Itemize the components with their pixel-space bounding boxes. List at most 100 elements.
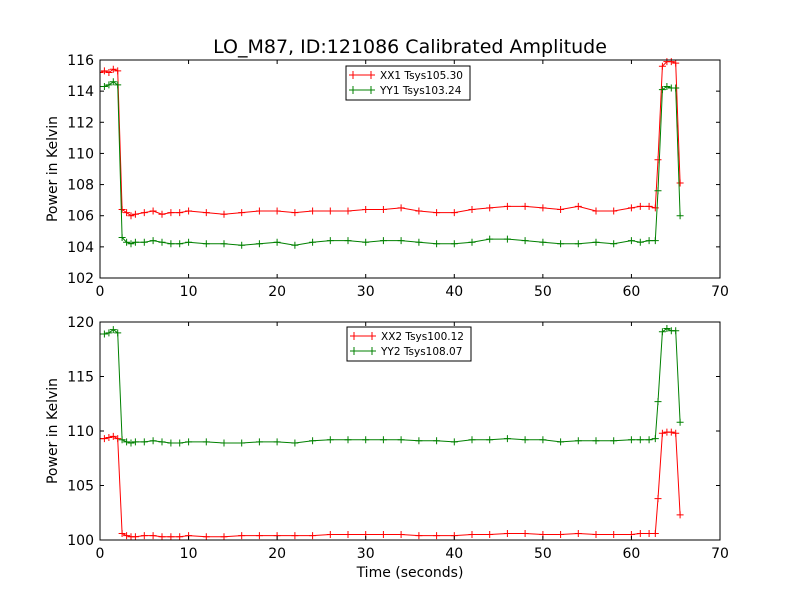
data-point: [663, 83, 671, 90]
data-point: [131, 238, 139, 246]
data-point: [592, 238, 600, 246]
data-point: [379, 436, 387, 444]
figure-title: LO_M87, ID:121086 Calibrated Amplitude: [213, 36, 607, 58]
data-point: [167, 209, 175, 217]
data-point: [167, 439, 175, 447]
data-point: [592, 531, 600, 538]
x-tick-label: 20: [268, 284, 286, 300]
data-point: [521, 530, 529, 537]
x-axis-label: Time (seconds): [356, 565, 464, 581]
legend-label: XX2 Tsys100.12: [381, 331, 464, 343]
data-point: [127, 212, 135, 220]
data-point: [672, 327, 680, 335]
legend-marker: [367, 86, 375, 94]
y-axis-label: Power in Kelvin: [45, 378, 61, 484]
data-point: [636, 202, 644, 210]
data-point: [158, 533, 166, 540]
data-point: [220, 439, 228, 447]
data-point: [167, 533, 175, 540]
data-point: [255, 438, 263, 446]
data-point: [610, 240, 618, 248]
data-point: [255, 532, 263, 540]
y-tick-label: 120: [67, 315, 94, 331]
data-point: [109, 78, 117, 86]
data-point: [309, 532, 317, 540]
data-point: [309, 437, 317, 445]
y-axis-label: Power in Kelvin: [45, 116, 61, 222]
data-point: [651, 530, 659, 537]
data-point: [450, 438, 458, 446]
data-point: [118, 234, 126, 241]
data-point: [149, 237, 157, 245]
data-point: [539, 204, 547, 212]
legend-marker: [350, 347, 358, 355]
data-point: [379, 206, 387, 213]
charts-container: 0 10 20 30 40 50 60 70 102 104 106 108 110 112 114 116 P…: [45, 53, 729, 581]
data-point: [291, 439, 299, 447]
data-point: [645, 530, 653, 537]
x-tick-label: 70: [711, 284, 729, 300]
data-point: [486, 436, 494, 444]
data-point: [140, 438, 148, 446]
data-point: [176, 240, 184, 248]
data-point: [574, 202, 582, 210]
legend-marker: [350, 332, 358, 340]
data-point: [672, 59, 680, 67]
data-point: [105, 81, 113, 89]
data-point: [433, 437, 441, 445]
data-point: [202, 209, 210, 217]
data-point: [176, 209, 184, 217]
data-point: [676, 418, 684, 426]
data-point: [433, 209, 441, 217]
data-point: [109, 432, 117, 440]
x-tick-label: 10: [180, 546, 198, 562]
data-point: [140, 209, 148, 217]
data-point: [127, 439, 135, 447]
data-point: [202, 240, 210, 248]
data-point: [574, 437, 582, 445]
data-point: [636, 530, 644, 537]
data-point: [651, 435, 659, 443]
data-point: [140, 238, 148, 246]
x-tick-label: 40: [445, 546, 463, 562]
data-point: [557, 206, 565, 213]
data-point: [654, 398, 662, 406]
x-tick-label: 20: [268, 546, 286, 562]
data-point: [415, 207, 423, 215]
data-point: [672, 429, 680, 437]
data-point: [415, 437, 423, 445]
plot-area: [100, 58, 684, 249]
data-point: [645, 202, 653, 210]
data-point: [610, 531, 618, 538]
data-point: [118, 206, 126, 213]
data-point: [627, 204, 635, 212]
y-tick-label: 115: [67, 370, 94, 386]
data-point: [238, 439, 246, 447]
data-point: [557, 438, 565, 446]
data-point: [486, 235, 494, 243]
data-point: [273, 207, 281, 215]
data-point: [654, 495, 662, 503]
data-point: [645, 237, 653, 245]
data-point: [100, 83, 108, 90]
data-point: [100, 67, 108, 75]
data-point: [185, 238, 193, 246]
data-point: [468, 238, 476, 246]
data-point: [450, 209, 458, 217]
data-point: [654, 187, 662, 195]
y-tick-label: 102: [67, 271, 94, 287]
x-tick-label: 50: [534, 284, 552, 300]
data-point: [468, 206, 476, 213]
data-point: [238, 209, 246, 217]
data-point: [100, 435, 108, 443]
y-tick-label: 114: [67, 84, 94, 100]
x-tick-label: 70: [711, 546, 729, 562]
legend-marker: [367, 71, 375, 79]
data-point: [220, 240, 228, 248]
data-point: [105, 69, 113, 76]
data-point: [658, 86, 666, 94]
data-point: [651, 237, 659, 245]
data-point: [592, 437, 600, 445]
data-point: [415, 532, 423, 540]
y-tick-label: 110: [67, 424, 94, 440]
